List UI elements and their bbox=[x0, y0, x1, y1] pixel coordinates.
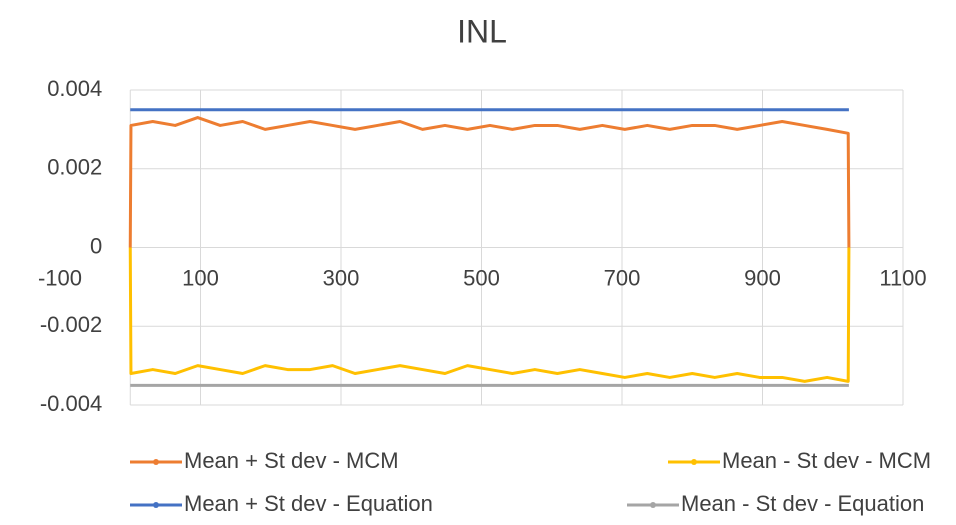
legend-marker bbox=[153, 459, 159, 465]
legend-marker bbox=[153, 502, 159, 508]
y-tick-label: -0.004 bbox=[40, 391, 102, 416]
legend-marker bbox=[691, 459, 697, 465]
legend-label: Mean + St dev - Equation bbox=[184, 491, 433, 516]
legend-label: Mean + St dev - MCM bbox=[184, 448, 399, 473]
y-tick-label: 0.002 bbox=[47, 155, 102, 180]
legend-label: Mean - St dev - Equation bbox=[681, 491, 924, 516]
x-tick-label: 300 bbox=[323, 265, 360, 290]
legend-marker bbox=[650, 502, 656, 508]
x-tick-label: 900 bbox=[744, 265, 781, 290]
legend-label: Mean - St dev - MCM bbox=[722, 448, 931, 473]
series-line bbox=[128, 116, 851, 248]
y-tick-label: 0.004 bbox=[47, 76, 102, 101]
x-tick-label: 700 bbox=[604, 265, 641, 290]
x-tick-label: 1100 bbox=[879, 265, 926, 290]
series-line bbox=[128, 247, 851, 383]
y-tick-label: 0 bbox=[90, 233, 102, 258]
x-tick-label: -100 bbox=[38, 265, 82, 290]
x-tick-label: 500 bbox=[463, 265, 500, 290]
x-tick-label: 100 bbox=[182, 265, 219, 290]
y-tick-label: -0.002 bbox=[40, 312, 102, 337]
chart-title: INL bbox=[457, 13, 507, 49]
